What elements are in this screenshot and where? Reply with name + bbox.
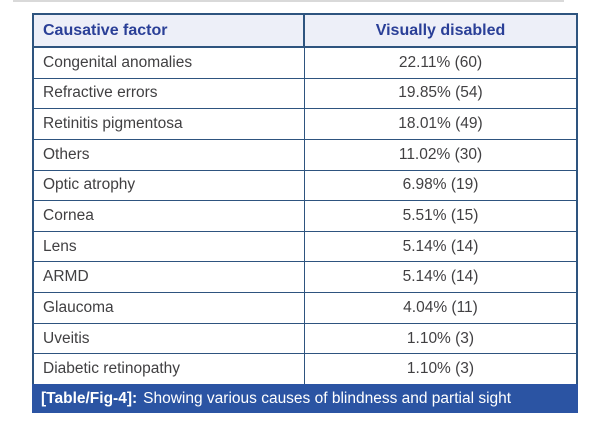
cell-visually-disabled-value: 6.98% (19): [402, 176, 479, 194]
cell-causative-factor: Uveitis: [34, 323, 305, 354]
cell-causative-factor: Others: [34, 139, 305, 170]
cell-visually-disabled-value: 1.10% (3): [406, 329, 475, 347]
table-body: Congenital anomalies 22.11% (60) Refractiv…: [34, 48, 576, 385]
cell-visually-disabled-value: 5.14% (14): [402, 237, 479, 255]
table-row: ARMD 5.14% (14): [34, 262, 576, 294]
cell-visually-disabled-value: 19.85% (54): [398, 84, 483, 102]
table-row: Optic atrophy 6.98% (19): [34, 170, 576, 202]
cell-causative-factor: Refractive errors: [34, 78, 305, 109]
cell-visually-disabled-value: 5.51% (15): [402, 207, 479, 225]
caption-label: [Table/Fig-4]:: [41, 389, 138, 407]
table-row: Congenital anomalies 22.11% (60): [34, 48, 576, 79]
header-causative-factor: Causative factor: [34, 15, 305, 46]
causative-factor-table: Causative factor Visually disabled Conge…: [32, 13, 578, 413]
caption-text: Showing various causes of blindness and …: [143, 389, 512, 407]
cell-visually-disabled-value: 18.01% (49): [398, 115, 483, 133]
cell-visually-disabled-value: 4.04% (11): [403, 298, 478, 316]
table-row: Lens 5.14% (14): [34, 231, 576, 263]
cell-causative-factor: Lens: [34, 231, 305, 262]
cell-causative-factor: Cornea: [34, 201, 305, 231]
header-visually-disabled: Visually disabled: [375, 21, 506, 39]
cell-causative-factor: Retinitis pigmentosa: [34, 109, 305, 139]
table-row: Cornea 5.51% (15): [34, 201, 576, 232]
cell-causative-factor: Glaucoma: [34, 293, 305, 323]
cell-causative-factor: Optic atrophy: [34, 170, 305, 201]
cell-visually-disabled-value: 11.02% (30): [398, 145, 483, 163]
table-row: Uveitis 1.10% (3): [34, 323, 576, 355]
cell-causative-factor: Congenital anomalies: [34, 48, 305, 78]
table-row: Diabetic retinopathy 1.10% (3): [34, 354, 576, 385]
table-row: Refractive errors 19.85% (54): [34, 78, 576, 110]
table-header-row: Causative factor Visually disabled: [34, 15, 576, 48]
cell-visually-disabled-value: 22.11% (60): [398, 53, 483, 71]
cell-causative-factor: Diabetic retinopathy: [34, 354, 305, 385]
table-row: Retinitis pigmentosa 18.01% (49): [34, 109, 576, 140]
table-row: Glaucoma 4.04% (11): [34, 293, 576, 324]
cell-causative-factor: ARMD: [34, 262, 305, 293]
table-caption-bar: [Table/Fig-4]: Showing various causes of…: [32, 384, 578, 413]
cell-visually-disabled-value: 1.10% (3): [406, 360, 475, 378]
table-row: Others 11.02% (30): [34, 139, 576, 171]
scan-edge-line: [13, 0, 564, 2]
cell-visually-disabled-value: 5.14% (14): [402, 268, 479, 286]
